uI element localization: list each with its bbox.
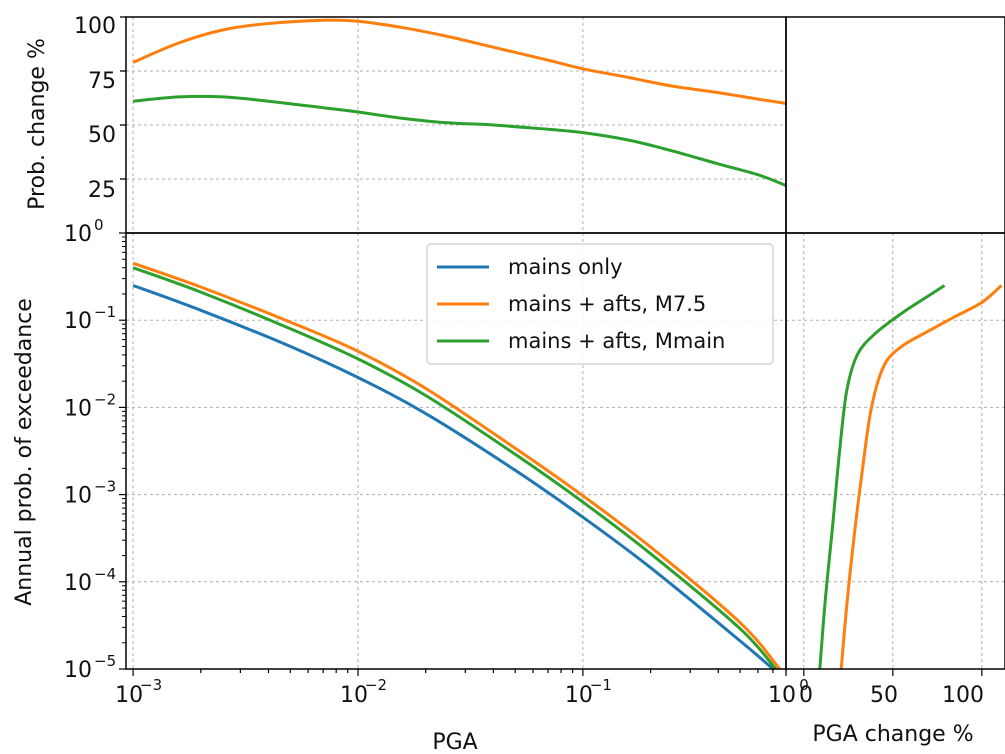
main-xlabel: PGA	[432, 730, 477, 754]
side-series	[818, 284, 1003, 670]
main-series-line-2	[132, 266, 777, 670]
main-ytick-exp: −2	[94, 390, 116, 408]
legend-label: mains + afts, Mmain	[508, 329, 725, 353]
panel-top: 25 50 75 100 Prob. change %	[25, 14, 787, 234]
legend-label: mains + afts, M7.5	[508, 292, 706, 316]
main-ytick-label: 10	[64, 396, 92, 421]
top-ylabel: Prob. change %	[25, 38, 50, 210]
top-series-line-1	[132, 94, 787, 187]
main-ytick-label: 10	[64, 309, 92, 334]
main-series-line-0	[132, 284, 774, 671]
main-ytick-exp: −4	[94, 565, 116, 583]
top-ytick-label: 75	[88, 69, 116, 94]
top-series-line-0	[132, 18, 787, 105]
panel-side: 0 50 100 PGA change %	[785, 232, 1005, 747]
main-ytick-label: 10	[64, 571, 92, 596]
side-grid	[786, 232, 1005, 670]
top-ytick-label: 25	[88, 178, 116, 203]
side-series-line-1	[818, 284, 946, 670]
legend-label: mains only	[508, 255, 623, 279]
side-series-line-0	[839, 284, 1003, 670]
side-xlabel: PGA change %	[812, 722, 973, 747]
top-ytick-label: 100	[74, 14, 116, 39]
top-yticks: 25 50 75 100	[74, 14, 126, 203]
main-ytick-exp: −5	[94, 652, 116, 670]
main-ytick-exp: −3	[94, 478, 116, 496]
main-ytick-label: 10	[64, 658, 92, 683]
main-xtick-label: 10	[340, 683, 368, 708]
main-ylabel: Annual prob. of exceedance	[12, 298, 37, 606]
main-xtick-exp: −2	[365, 676, 387, 694]
main-xtick-label: 10	[768, 683, 796, 708]
main-ytick-label: 10	[64, 222, 92, 247]
top-series	[132, 18, 787, 187]
side-xticks: 0 50 100	[799, 669, 984, 708]
panel-main: 10−3 10−2 10−1 10 010 −510 −410 −310 −210 −110 0 P…	[12, 216, 809, 754]
main-ytick-label: 10	[64, 484, 92, 509]
main-xtick-label: 10	[565, 683, 593, 708]
side-xtick-label: 0	[799, 683, 813, 708]
top-right-frame	[785, 16, 1005, 234]
side-frame	[785, 232, 1005, 670]
side-xtick-label: 100	[942, 683, 984, 708]
main-ytick-exp: 0	[94, 216, 104, 234]
top-ytick-label: 50	[88, 123, 116, 148]
main-ytick-exp: −1	[94, 303, 116, 321]
main-xtick-exp: −1	[590, 676, 612, 694]
panel-top-right	[785, 16, 1005, 234]
main-ticks: 10−3 10−2 10−1 10 010 −510 −410 −310 −210 −110 0	[64, 216, 809, 708]
main-xtick-label: 10	[115, 683, 143, 708]
main-series	[132, 261, 781, 671]
legend: mains only mains + afts, M7.5 mains + af…	[426, 243, 774, 365]
main-series-line-1	[132, 261, 781, 670]
legend-box	[426, 243, 774, 365]
main-xtick-exp: −3	[140, 676, 162, 694]
side-xtick-label: 50	[870, 683, 898, 708]
top-grid	[126, 16, 786, 233]
main-xtick-exp: 0	[799, 676, 809, 694]
